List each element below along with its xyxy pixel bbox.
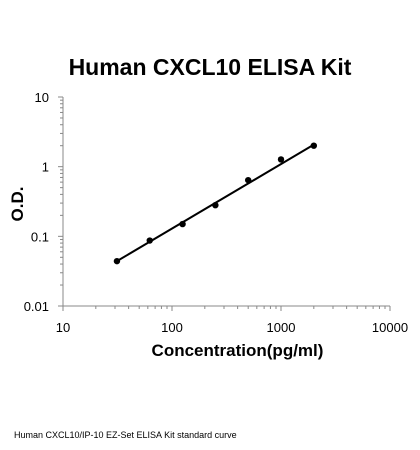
chart-title: Human CXCL10 ELISA Kit <box>68 54 352 80</box>
axes <box>62 97 390 307</box>
data-point <box>277 156 285 163</box>
y-tick-label: 0.1 <box>31 229 49 244</box>
data-point <box>244 176 252 184</box>
data-point <box>113 257 121 265</box>
x-tick-label: 10000 <box>372 320 408 335</box>
data-points <box>113 142 318 265</box>
data-point <box>212 201 219 209</box>
data-point <box>179 220 186 228</box>
figure-caption: Human CXCL10/IP-10 EZ-Set ELISA Kit stan… <box>14 430 237 440</box>
y-axis-label: O.D. <box>8 186 27 222</box>
y-tick-label: 1 <box>42 160 49 175</box>
data-point <box>310 142 318 149</box>
x-axis-label: Concentration(pg/ml) <box>151 341 324 360</box>
tick-labels: 0.01 0.1 1 10 10 100 1000 10000 <box>24 90 408 335</box>
x-tick-label: 100 <box>161 320 183 335</box>
y-tick-label: 0.01 <box>24 299 49 314</box>
x-tick-label: 1000 <box>267 320 296 335</box>
y-tick-label: 10 <box>35 90 49 105</box>
x-tick-label: 10 <box>56 320 70 335</box>
tick-marks <box>58 96 391 311</box>
data-point <box>146 237 153 244</box>
